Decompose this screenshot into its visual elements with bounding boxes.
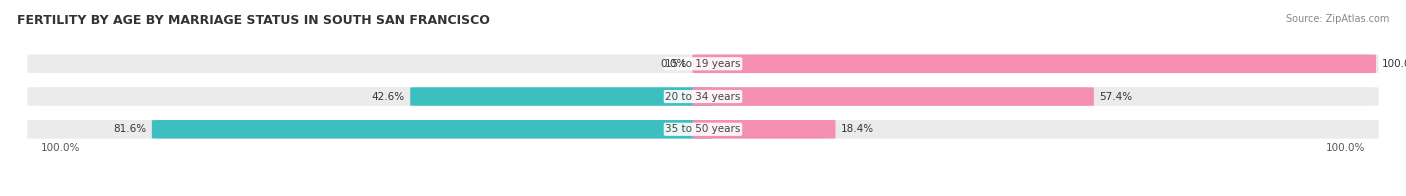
Text: 18.4%: 18.4% (841, 124, 875, 134)
Text: 57.4%: 57.4% (1099, 92, 1132, 102)
Text: 100.0%: 100.0% (41, 143, 80, 153)
FancyBboxPatch shape (411, 87, 714, 106)
FancyBboxPatch shape (27, 54, 1379, 73)
Text: 0.0%: 0.0% (661, 59, 688, 69)
FancyBboxPatch shape (692, 54, 1376, 73)
Text: 20 to 34 years: 20 to 34 years (665, 92, 741, 102)
FancyBboxPatch shape (152, 120, 714, 139)
Text: 100.0%: 100.0% (1381, 59, 1406, 69)
Text: 81.6%: 81.6% (114, 124, 146, 134)
Text: 100.0%: 100.0% (1326, 143, 1365, 153)
Text: 35 to 50 years: 35 to 50 years (665, 124, 741, 134)
Text: 42.6%: 42.6% (371, 92, 405, 102)
FancyBboxPatch shape (27, 120, 1379, 139)
Text: FERTILITY BY AGE BY MARRIAGE STATUS IN SOUTH SAN FRANCISCO: FERTILITY BY AGE BY MARRIAGE STATUS IN S… (17, 14, 489, 27)
Text: 15 to 19 years: 15 to 19 years (665, 59, 741, 69)
FancyBboxPatch shape (692, 87, 1094, 106)
FancyBboxPatch shape (692, 120, 835, 139)
Text: Source: ZipAtlas.com: Source: ZipAtlas.com (1285, 14, 1389, 24)
FancyBboxPatch shape (27, 87, 1379, 106)
